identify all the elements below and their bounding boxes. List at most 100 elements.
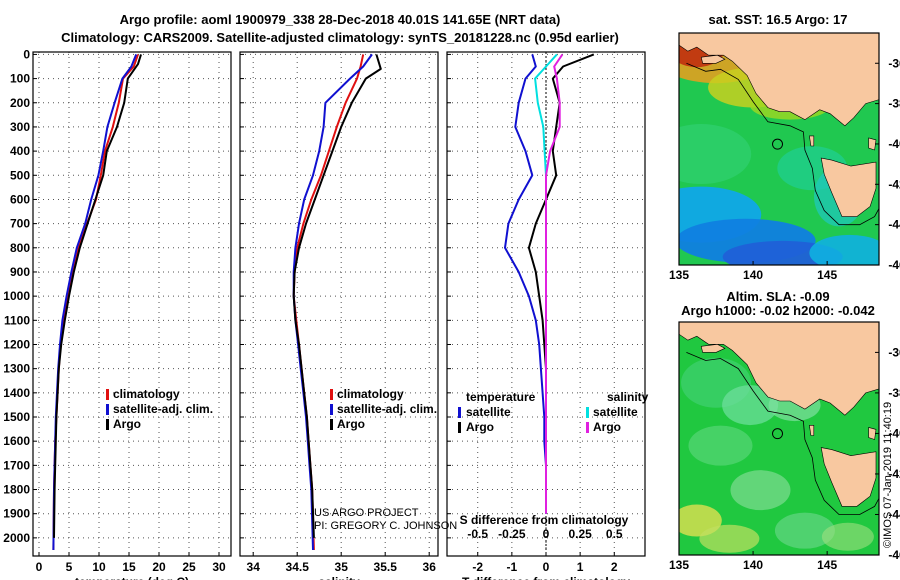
salinity-panel: 34 34.5 35 35.5 36 salinity climatologysatelli…	[239, 51, 439, 580]
difference-panel: -2 -1 0 1 2T difference from climatology S di…	[446, 51, 649, 580]
map-sla-isobath	[686, 352, 879, 515]
salinity-legend-label: satellite-adj. clim.	[337, 402, 437, 416]
map-sla-field-patch	[774, 512, 835, 549]
depth-tick-label: 400	[10, 144, 30, 158]
sst-map-title: sat. SST: 16.5 Argo: 17	[709, 12, 848, 27]
depth-tick-label: 1200	[3, 337, 30, 351]
map-sla-lat-tick-label: -46	[888, 548, 900, 562]
difference-xlabel: T difference from climatology	[462, 575, 630, 580]
map-sla-field-patch	[688, 425, 753, 466]
temperature-xlabel: temperature (deg C)	[75, 575, 189, 580]
map-sla-lon-tick-label: 145	[817, 558, 837, 572]
salinity-legend-label: Argo	[337, 417, 365, 431]
temperature-xtick-label: 20	[152, 560, 166, 574]
salinity-grid	[240, 52, 438, 556]
difference-legend-swatch-temperature	[458, 422, 461, 433]
map-sst-lon-tick-label: 140	[743, 268, 763, 282]
map-sst-tasmania-land	[820, 157, 877, 217]
difference-s-tick-label: 0.5	[606, 527, 623, 541]
depth-tick-label: 1500	[3, 410, 30, 424]
depth-tick-label: 1000	[3, 289, 30, 303]
difference-legend-title-temperature: temperature	[466, 390, 536, 404]
difference-xtick-label: 0	[543, 560, 550, 574]
map-sla-lat-tick-label: -44	[888, 507, 900, 521]
imos-stamp: ©IMOS 07-Jan-2019 11:40:19	[882, 402, 894, 548]
map-sla-king-island	[809, 424, 815, 436]
map-sst-lat-tick-label: -38	[888, 97, 900, 111]
map-sst-lon-tick-label: 145	[817, 268, 837, 282]
map-sst-lat-tick-label: -42	[888, 177, 900, 191]
depth-tick-label: 600	[10, 192, 30, 206]
salinity-xlabel: salinity	[318, 575, 360, 580]
difference-series-temperature-satellite	[504, 54, 547, 514]
difference-legend-label-salinity: satellite	[593, 405, 638, 419]
depth-tick-label: 300	[10, 120, 30, 134]
depth-tick-label: 1300	[3, 362, 30, 376]
map-sst-lat-tick-label: -40	[888, 137, 900, 151]
temperature-legend-label: Argo	[113, 417, 141, 431]
salinity-xtick-label: 34.5	[286, 560, 310, 574]
depth-tick-label: 1100	[4, 313, 30, 327]
map-sst-frame	[678, 32, 880, 266]
difference-s-tick-label: -0.25	[498, 527, 526, 541]
sla-map-subtitle: Argo h1000: -0.02 h2000: -0.042	[681, 303, 875, 318]
salinity-xtick-label: 34	[247, 560, 261, 574]
temperature-grid	[33, 52, 231, 556]
difference-xtick-label: -2	[472, 560, 483, 574]
map-sla-field-patch	[821, 522, 874, 551]
map-sla-lat-tick-label: -40	[888, 426, 900, 440]
difference-s-tick-label: 0.25	[568, 527, 592, 541]
map-sst-king-island	[809, 135, 815, 147]
map-sst-lat-tick-label: -46	[888, 258, 900, 272]
map-sst-kangaroo-island	[700, 54, 726, 64]
temperature-xtick-label: 5	[66, 560, 73, 574]
difference-legend-label-temperature: satellite	[466, 405, 511, 419]
map-sla-flinders-island	[868, 427, 877, 440]
depth-tick-label: 1600	[3, 434, 30, 448]
map-sla-lat-tick-label: -38	[888, 386, 900, 400]
difference-xtick-label: 1	[577, 560, 584, 574]
map-sla-kangaroo-island	[700, 343, 726, 353]
map-sst-float-marker	[772, 138, 784, 150]
map-sla-field-patch	[722, 385, 779, 426]
depth-tick-label: 1800	[3, 483, 30, 497]
map-sla-lat-tick-label: -42	[888, 467, 900, 481]
salinity-xtick-label: 36	[423, 560, 437, 574]
temperature-series-argo	[53, 54, 142, 538]
depth-tick-label: 900	[10, 265, 30, 279]
map-sst-isobath	[686, 62, 879, 226]
difference-s-tick-label: -0.5	[467, 527, 488, 541]
difference-xtick-label: 2	[611, 560, 618, 574]
salinity-series-climatology	[292, 54, 365, 551]
salinity-xtick-label: 35.5	[374, 560, 398, 574]
temperature-series-satelliteadjclim	[52, 54, 138, 551]
credit-project: US ARGO PROJECT	[314, 507, 419, 519]
temperature-xtick-label: 10	[92, 560, 106, 574]
map-sst-flinders-island	[868, 137, 877, 151]
temperature-panel: 0100200300400500600700800900100011001200…	[3, 47, 232, 580]
figure-title-line1: Argo profile: aoml 1900979_338 28-Dec-20…	[120, 12, 561, 27]
temperature-legend-swatch	[106, 389, 109, 400]
depth-tick-label: 700	[10, 217, 30, 231]
difference-legend-label-salinity: Argo	[593, 420, 621, 434]
difference-s-tick-label: 0	[543, 527, 550, 541]
temperature-legend-swatch	[106, 419, 109, 430]
temperature-legend-swatch	[106, 404, 109, 415]
salinity-legend-label: climatology	[337, 387, 404, 401]
map-sla-float-marker	[772, 428, 784, 440]
depth-tick-label: 200	[10, 96, 30, 110]
depth-tick-label: 0	[23, 47, 30, 61]
map-sst-field-patch	[679, 124, 752, 185]
map-sla-field-patch	[699, 524, 760, 553]
map-sla-mainland-land	[679, 322, 879, 416]
difference-legend-label-temperature: Argo	[466, 420, 494, 434]
temperature-legend-label: satellite-adj. clim.	[113, 402, 213, 416]
difference-xtick-label: -1	[507, 560, 518, 574]
map-sst-lat-tick-label: -44	[888, 218, 900, 232]
sla-map: -36 -38 -40 -42 -44 -46 135 140 145	[669, 321, 900, 572]
salinity-series-satelliteadjclim	[292, 53, 373, 551]
difference-legend-swatch-salinity	[586, 407, 589, 418]
temperature-xtick-label: 0	[36, 560, 43, 574]
map-sla-tasmania-land	[820, 447, 877, 507]
depth-tick-label: 1400	[3, 386, 30, 400]
